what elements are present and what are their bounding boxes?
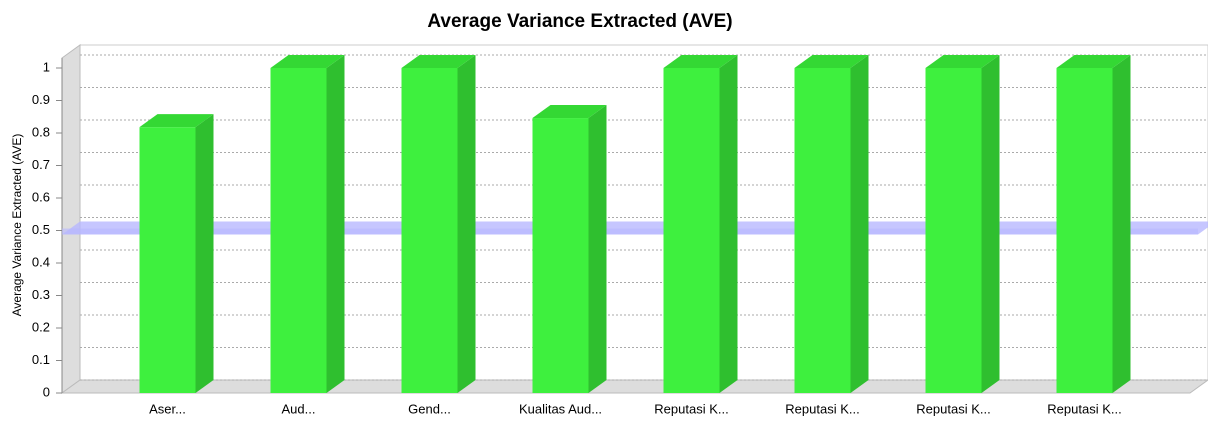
x-tick-label: Reputasi K... (916, 401, 990, 416)
bar (663, 68, 720, 393)
y-tick-label: 1 (43, 59, 50, 74)
y-tick-label: 0.3 (32, 287, 50, 302)
y-tick-label: 0.8 (32, 124, 50, 139)
y-tick-label: 0.1 (32, 352, 50, 367)
bar (1056, 68, 1113, 393)
bar (794, 68, 851, 393)
bar-top (270, 55, 345, 68)
chart-title: Average Variance Extracted (AVE) (427, 11, 732, 32)
y-axis-label: Average Variance Extracted (AVE) (10, 134, 24, 317)
x-tick-label: Aud... (282, 401, 316, 416)
bar-side (850, 55, 869, 393)
bar-side (195, 114, 214, 394)
x-tick-label: Reputasi K... (654, 401, 728, 416)
y-tick-label: 0.6 (32, 189, 50, 204)
floor (60, 379, 1208, 394)
x-tick-label: Reputasi K... (785, 401, 859, 416)
y-tick-label: 0 (43, 384, 50, 399)
x-tick-label: Aser... (149, 401, 186, 416)
x-tick-label: Gend... (408, 401, 451, 416)
threshold-band-lower (62, 228, 1198, 235)
y-tick-label: 0.9 (32, 92, 50, 107)
y-tick-label: 0.5 (32, 222, 50, 237)
bar-top (794, 55, 869, 68)
y-tick-label: 0.7 (32, 157, 50, 172)
bar-side (719, 55, 738, 393)
bar-side (457, 55, 476, 393)
bar (270, 68, 327, 393)
y-tick-label: 0.4 (32, 254, 50, 269)
bar-side (1112, 55, 1131, 393)
bar (139, 127, 196, 394)
bar (532, 118, 589, 394)
bar-side (981, 55, 1000, 393)
bar-top (401, 55, 476, 68)
side-wall (61, 44, 81, 394)
bar-top (1056, 55, 1131, 68)
y-tick-label: 0.2 (32, 319, 50, 334)
bar-top (663, 55, 738, 68)
bar-top (139, 114, 214, 128)
x-tick-label: Kualitas Aud... (519, 401, 602, 416)
bar-side (588, 105, 607, 394)
back-wall (79, 44, 1208, 381)
bar-top (925, 55, 1000, 68)
bar-side (326, 55, 345, 393)
bar (925, 68, 982, 393)
x-tick-label: Reputasi K... (1047, 401, 1121, 416)
bar-top (532, 105, 607, 119)
bar (401, 68, 458, 393)
